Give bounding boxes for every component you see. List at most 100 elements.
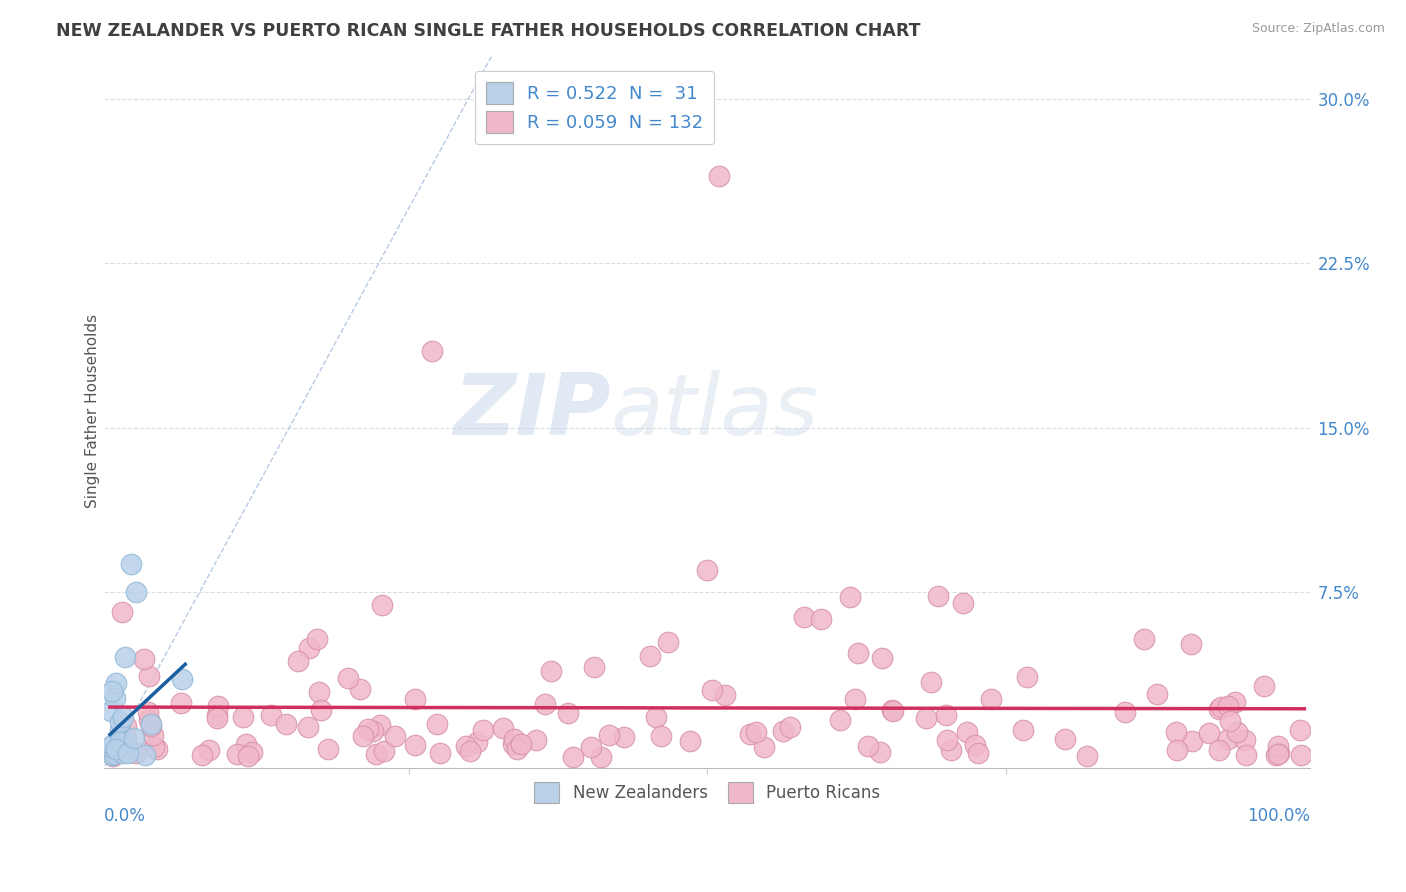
Point [308,685,330,699]
Point [506,742,529,756]
Point [114,650,136,665]
Point [111,734,134,748]
Point [100,704,122,718]
Point [1180,637,1202,651]
Point [679,733,702,747]
Point [650,730,672,744]
Point [644,710,666,724]
Point [207,698,229,713]
Point [1226,725,1249,739]
Point [236,748,259,763]
Point [115,731,138,745]
Point [141,728,163,742]
Point [557,706,579,721]
Point [139,718,162,732]
Point [1216,731,1239,746]
Point [810,612,832,626]
Point [138,669,160,683]
Point [357,723,380,737]
Point [138,713,160,727]
Point [700,683,723,698]
Point [1267,739,1289,753]
Point [1234,733,1257,747]
Point [207,707,229,722]
Point [260,707,283,722]
Point [287,654,309,668]
Point [1253,679,1275,693]
Point [112,746,135,760]
Point [112,741,135,756]
Point [111,709,134,723]
Point [101,684,124,698]
Point [117,746,139,760]
Point [952,596,974,610]
Legend: New Zealanders, Puerto Ricans: New Zealanders, Puerto Ricans [527,775,887,809]
Point [110,735,132,749]
Point [844,692,866,706]
Point [966,746,988,760]
Point [337,671,360,685]
Point [936,733,959,747]
Text: 0.0%: 0.0% [104,807,146,825]
Point [298,640,321,655]
Point [120,557,142,571]
Point [112,734,135,748]
Point [103,747,125,761]
Point [426,716,449,731]
Point [869,745,891,759]
Point [707,169,730,183]
Point [738,727,761,741]
Point [305,632,328,646]
Point [492,721,515,735]
Point [1289,747,1312,762]
Point [125,746,148,760]
Point [146,742,169,756]
Point [1234,748,1257,763]
Point [114,719,136,733]
Point [101,747,124,762]
Point [104,742,127,756]
Point [1198,726,1220,740]
Point [839,590,862,604]
Y-axis label: Single Father Households: Single Father Households [86,314,100,508]
Point [714,688,737,702]
Point [927,589,949,603]
Point [143,740,166,755]
Point [226,747,249,761]
Point [404,692,426,706]
Point [141,717,163,731]
Point [100,738,122,752]
Point [828,713,851,727]
Point [125,585,148,599]
Point [772,723,794,738]
Point [696,563,718,577]
Point [134,747,156,762]
Point [373,743,395,757]
Point [915,711,938,725]
Point [1114,705,1136,719]
Point [384,729,406,743]
Point [274,716,297,731]
Point [1289,723,1312,737]
Point [935,707,957,722]
Point [533,697,555,711]
Point [111,605,134,619]
Text: Source: ZipAtlas.com: Source: ZipAtlas.com [1251,22,1385,36]
Point [105,737,128,751]
Point [107,741,129,756]
Point [231,710,253,724]
Point [197,743,219,757]
Point [793,610,815,624]
Point [352,729,374,743]
Point [136,705,159,719]
Point [101,748,124,763]
Point [1017,670,1039,684]
Point [1211,699,1233,714]
Point [191,748,214,763]
Point [1264,747,1286,762]
Point [920,674,942,689]
Point [235,737,257,751]
Point [1267,747,1289,761]
Point [1166,725,1188,739]
Point [503,731,526,746]
